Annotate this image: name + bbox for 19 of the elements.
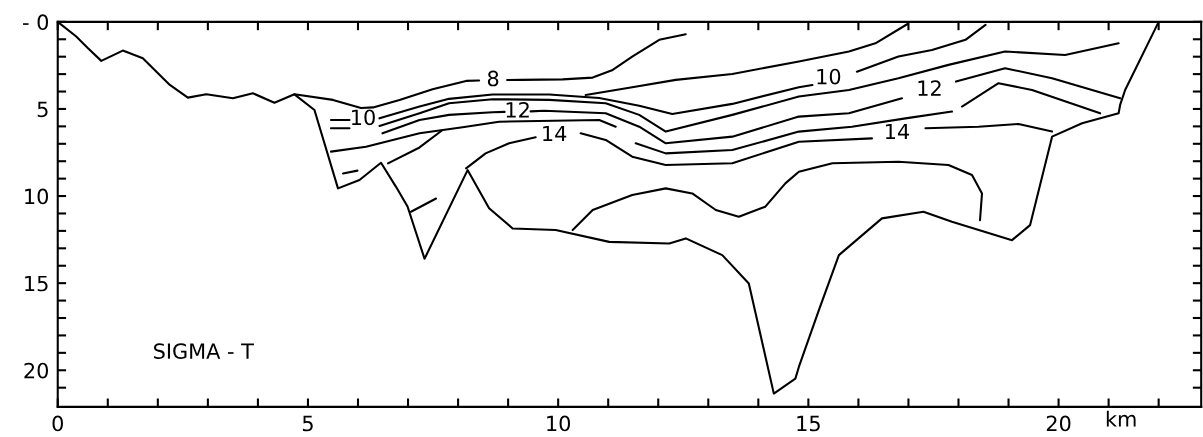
annotation: SIGMA - T: [154, 343, 254, 359]
y-tick-label: 20: [24, 362, 49, 379]
series-label: 8: [487, 70, 499, 87]
series-label: 10: [352, 109, 375, 126]
series-label: 12: [506, 101, 529, 118]
x-tick-label: 5: [302, 415, 313, 432]
y-tick-label: 10: [25, 188, 49, 205]
series-label: 14: [543, 125, 567, 142]
y-tick-label: - 0: [23, 14, 49, 31]
x-axis-title: km: [1106, 410, 1136, 427]
x-tick-label: 15: [797, 415, 820, 432]
x-tick-label: 0: [52, 415, 63, 432]
y-tick-label: 5: [37, 101, 48, 118]
text: 10: [817, 68, 841, 85]
x-tick-label: 10: [547, 415, 571, 432]
text: 14: [885, 123, 910, 140]
x-tick-label: 20: [1046, 415, 1071, 432]
text: 12: [918, 80, 941, 96]
y-tick-label: 15: [25, 275, 48, 292]
